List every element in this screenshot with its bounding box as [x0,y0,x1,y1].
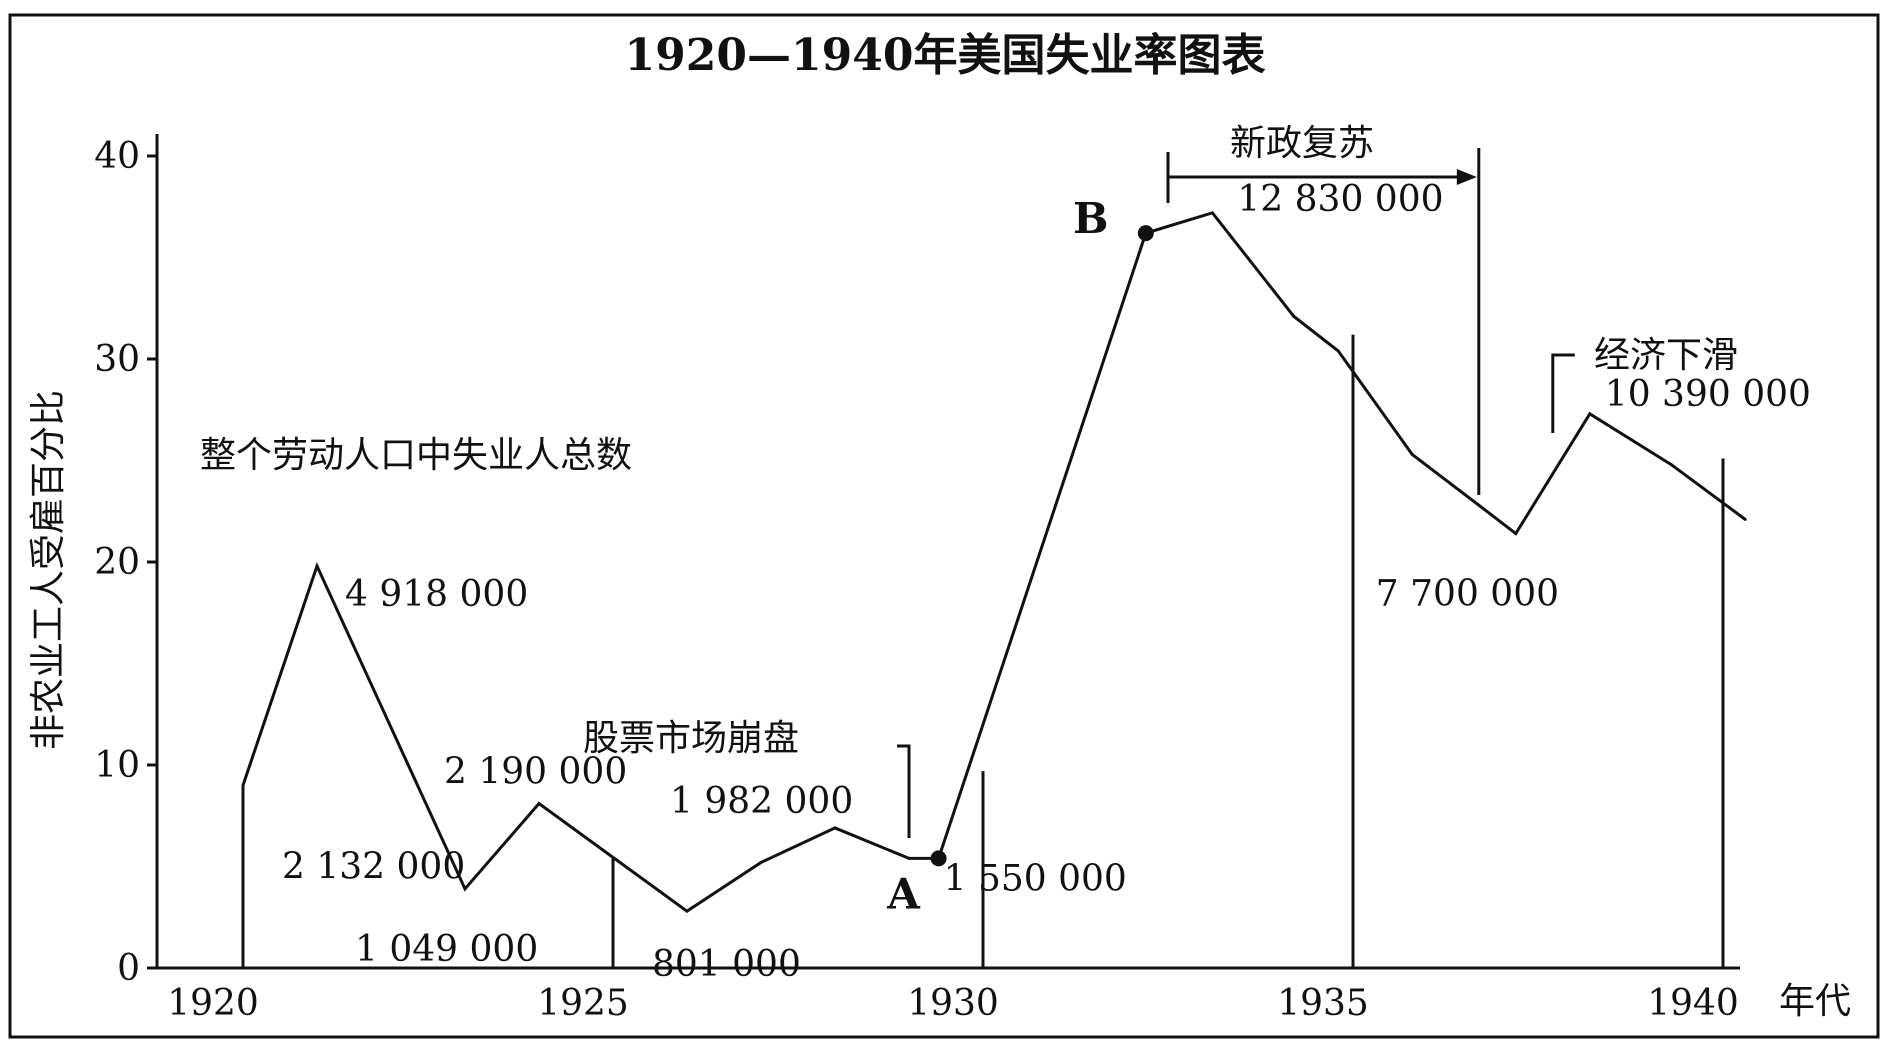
series-point [907,856,911,860]
event-label-crash: 股票市场崩盘 [583,718,799,759]
series-point [1514,532,1518,536]
value-annotation: 2 132 000 [282,846,465,887]
x-tick-label: 1930 [907,983,999,1024]
x-tick-label: 1920 [167,983,259,1024]
highlighted-points: AB [886,194,1154,918]
x-ticks: 1920 1925 1930 1935 1940 [167,983,1739,1024]
value-annotations: 4 918 000 2 132 000 1 049 000 2 190 000 801 … [282,179,1811,985]
value-annotation: 1 550 000 [944,858,1127,899]
event-arrowhead [1456,169,1477,185]
value-annotation: 1 049 000 [355,929,538,970]
series-point [463,887,467,891]
series-point [1588,412,1592,416]
y-tick-label: 40 [94,136,140,177]
series-point [241,783,245,787]
series-point [1743,517,1747,521]
y-tick-label: 30 [94,339,140,380]
value-annotation: 801 000 [652,944,801,985]
x-tick-label: 1925 [537,983,629,1024]
figure-frame [8,13,1880,1039]
value-annotation: 10 390 000 [1605,374,1811,415]
event-marker-crash [897,744,911,838]
value-annotation: 4 918 000 [345,574,528,615]
series-point [315,564,319,568]
series-label: 整个劳动人口中失业人总数 [200,435,632,476]
y-tick-label: 10 [94,745,140,786]
series-point [1477,503,1481,507]
unemployment-series-line [241,211,1747,913]
point-label-b: B [1073,194,1109,243]
series-point [1410,452,1414,456]
y-ticks: 0 10 20 30 40 [94,136,157,989]
x-tick-label: 1935 [1277,983,1369,1024]
chart-title: 1920—1940年美国失业率图表 [625,30,1266,81]
y-tick-label: 0 [117,948,140,989]
series-point [759,860,763,864]
y-axis-label: 非农业工人受雇百分比 [28,390,69,750]
series-point [1210,211,1214,215]
value-annotation: 2 190 000 [444,752,627,793]
series-point [537,802,541,806]
point-marker-a [930,850,947,867]
series-point [833,826,837,830]
value-annotation: 1 982 000 [670,781,853,822]
series-point [1336,349,1340,353]
event-marker-downturn [1551,353,1575,433]
point-label-a: A [886,869,921,918]
point-marker-b [1137,225,1154,242]
x-axis-label: 年代 [1779,981,1851,1022]
x-tick-label: 1940 [1647,983,1739,1024]
y-tick-label: 20 [94,542,140,583]
series-point [1669,463,1673,467]
series-point [1292,314,1296,318]
series-point [685,909,689,913]
value-annotation: 7 700 000 [1376,574,1559,615]
value-annotation: 12 830 000 [1237,179,1443,220]
event-label-new-deal: 新政复苏 [1230,123,1374,164]
event-label-downturn: 经济下滑 [1594,335,1738,376]
